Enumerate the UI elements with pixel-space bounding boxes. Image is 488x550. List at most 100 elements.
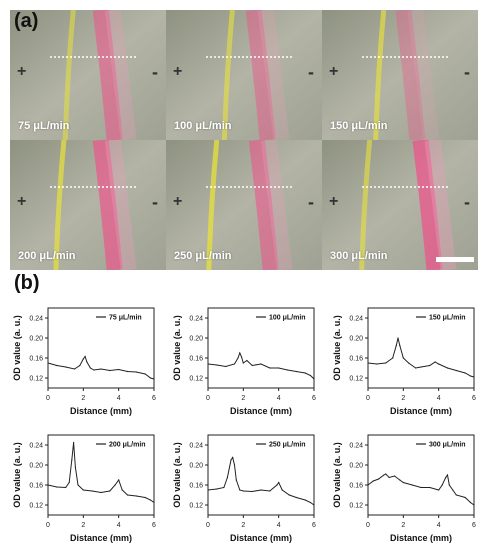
data-point <box>469 501 472 504</box>
data-point <box>473 504 475 506</box>
data-point <box>278 367 280 369</box>
plot-frame <box>47 434 155 516</box>
y-tick-label: 0.16 <box>349 483 363 490</box>
plot-frame <box>207 434 315 516</box>
data-point <box>65 486 67 489</box>
panel-b-label: (b) <box>14 272 40 294</box>
data-point <box>84 355 86 358</box>
data-point <box>388 476 390 479</box>
x-axis-label: Distance (mm) <box>230 533 292 543</box>
micrograph-4: + - 200 μL/min <box>10 140 166 270</box>
negative-electrode-label: - <box>152 62 158 82</box>
y-tick-label: 0.20 <box>189 336 203 343</box>
data-point <box>399 344 401 347</box>
micrograph-image <box>166 140 322 270</box>
data-point <box>77 484 79 486</box>
y-tick-label: 0.24 <box>349 443 363 450</box>
data-point <box>385 473 387 475</box>
data-point <box>397 337 399 339</box>
data-point <box>118 479 120 481</box>
data-point <box>226 476 229 479</box>
x-tick-label: 4 <box>277 522 281 529</box>
data-point <box>47 484 49 486</box>
negative-electrode-label: - <box>308 62 314 82</box>
data-point <box>429 364 431 367</box>
data-point <box>223 486 225 489</box>
data-point <box>207 489 209 491</box>
od-chart-6: 0 2 4 6 0.12 0.16 0.20 0.24 Distance (mm) OD valu… <box>320 423 480 543</box>
data-point <box>135 495 137 497</box>
data-point <box>144 496 146 499</box>
data-point <box>367 484 369 486</box>
data-point <box>260 363 262 365</box>
y-tick-label: 0.24 <box>189 316 203 323</box>
data-point <box>91 490 93 492</box>
data-point <box>79 364 81 367</box>
y-tick-label: 0.20 <box>349 336 363 343</box>
data-point <box>399 479 401 481</box>
flow-rate-label: 100 μL/min <box>174 120 232 132</box>
data-point <box>395 344 397 347</box>
y-axis-label: OD value (a. u.) <box>332 315 342 381</box>
data-point <box>233 464 236 466</box>
x-tick-label: 0 <box>206 522 210 529</box>
data-point <box>109 490 111 492</box>
micrograph-background <box>166 140 322 270</box>
y-tick-label: 0.16 <box>189 356 203 363</box>
flow-rate-label: 150 μL/min <box>330 120 388 132</box>
x-tick-label: 0 <box>366 522 370 529</box>
data-point <box>68 481 70 484</box>
pink-band <box>245 10 276 140</box>
od-chart-1: 0 2 4 6 0.12 0.16 0.20 0.24 Distance (mm) OD valu… <box>0 296 160 416</box>
micrograph-6: + - 300 μL/min <box>322 140 478 270</box>
data-point <box>73 441 75 444</box>
data-point <box>295 496 297 499</box>
data-point <box>446 367 449 369</box>
data-point <box>232 456 234 459</box>
data-point <box>237 357 239 359</box>
data-point <box>47 362 49 364</box>
data-point <box>313 504 315 506</box>
od-series-line <box>207 351 315 380</box>
x-tick-label: 6 <box>472 522 476 529</box>
data-point <box>473 376 475 378</box>
data-point <box>304 372 306 374</box>
legend-label: 75 μL/min <box>109 315 142 322</box>
data-point <box>269 490 271 492</box>
data-point <box>383 474 385 476</box>
negative-electrode-label: - <box>152 192 158 212</box>
positive-electrode-label: + <box>329 63 339 80</box>
data-point <box>385 362 387 364</box>
positive-electrode-label: + <box>173 63 183 80</box>
data-point <box>452 489 454 491</box>
data-point <box>295 370 297 373</box>
od-chart-2: 0 2 4 6 0.12 0.16 0.20 0.24 Distance (mm) OD valu… <box>160 296 320 416</box>
data-point <box>230 459 232 461</box>
yellow-band <box>221 10 235 140</box>
x-tick-label: 4 <box>277 395 281 402</box>
data-point <box>288 494 290 496</box>
data-point <box>251 364 253 367</box>
micrograph-image <box>10 140 166 270</box>
micrograph-background <box>10 10 166 140</box>
y-tick-label: 0.20 <box>189 463 203 470</box>
flow-rate-label: 300 μL/min <box>330 250 388 262</box>
od-chart-4: 0 2 4 6 0.12 0.16 0.20 0.24 Distance (mm) OD valu… <box>0 423 160 543</box>
y-axis-label: OD value (a. u.) <box>332 442 342 508</box>
od-series-line <box>47 442 155 503</box>
data-point <box>309 374 312 377</box>
x-tick-label: 6 <box>152 395 156 402</box>
data-point <box>153 501 155 504</box>
od-series-line <box>367 337 475 378</box>
od-chart-5: 0 2 4 6 0.12 0.16 0.20 0.24 Distance (mm) OD valu… <box>160 423 320 543</box>
legend-label: 100 μL/min <box>269 315 306 322</box>
negative-electrode-label: - <box>464 62 470 82</box>
pink-band <box>92 140 123 270</box>
x-tick-label: 6 <box>152 522 156 529</box>
yellow-band <box>359 140 373 270</box>
micrograph-background <box>10 140 166 270</box>
x-tick-label: 4 <box>437 522 441 529</box>
data-point <box>126 370 129 373</box>
x-axis-label: Distance (mm) <box>70 406 132 416</box>
pink-band-halo <box>407 10 440 140</box>
